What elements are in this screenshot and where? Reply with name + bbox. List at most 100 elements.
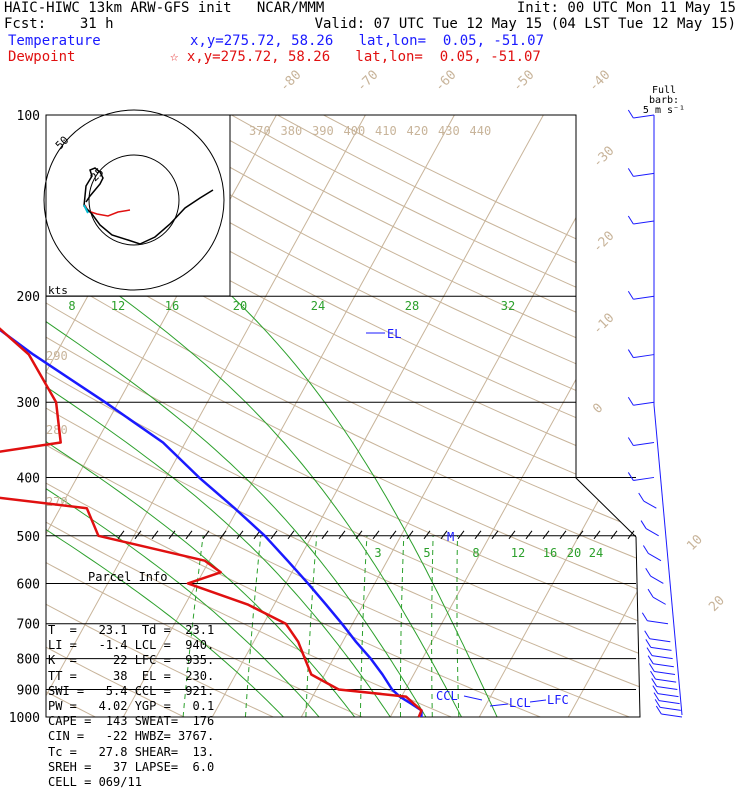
lfc-marker [530, 700, 546, 702]
barb-legend: Full barb: 5 m s⁻¹ [634, 86, 694, 116]
parcel-info-title: Parcel Info [88, 570, 214, 585]
parcel-info-row: CELL = 069/11 [48, 775, 214, 790]
hatch-mark [611, 531, 617, 539]
barb-legend-line1: Full barb: [634, 86, 694, 106]
wind-barb [643, 545, 661, 560]
wind-barb [628, 438, 654, 446]
ccl-label: CCL [436, 689, 458, 703]
isotherm-label: -70 [354, 68, 381, 95]
hatch-mark [475, 531, 481, 539]
forecast-hour: Fcst: 31 h [4, 16, 114, 32]
wind-barb [628, 472, 654, 480]
parcel-info-row: T = 23.1 Td = 23.1 [48, 623, 214, 638]
hatch-mark [458, 531, 464, 539]
moist-adiabat-label: 28 [405, 299, 419, 313]
pressure-tick-label: 200 [17, 290, 40, 305]
pressure-tick-label: 800 [17, 653, 40, 668]
wind-barb [628, 216, 654, 224]
mixing-ratio-label: 24 [589, 546, 603, 560]
barb-legend-line2: 5 m s⁻¹ [634, 106, 694, 116]
isotherm-label: -10 [590, 311, 617, 338]
isotherm-label: 0 [590, 401, 606, 417]
wind-barb [647, 648, 673, 659]
isotherm-label: -20 [590, 229, 617, 256]
theta-label: 390 [312, 124, 334, 138]
hatch-mark [220, 531, 226, 539]
pressure-tick-label: 700 [17, 618, 40, 633]
parcel-info-row: Tc = 27.8 SHEAR= 13. [48, 745, 214, 760]
theta-label: 410 [375, 124, 397, 138]
ccl-marker [464, 696, 482, 700]
hatch-mark [390, 531, 396, 539]
hatch-mark [271, 531, 277, 539]
barb-staff-lower [654, 405, 682, 715]
isotherm-label: 20 [706, 593, 728, 615]
wind-barb [628, 168, 654, 176]
wind-barb [641, 521, 659, 536]
hatch-mark [560, 531, 566, 539]
pressure-tick-label: 400 [17, 471, 40, 486]
m-label: M [447, 530, 454, 544]
hatch-mark [305, 531, 311, 539]
parcel-info-row: CIN = -22 HWBZ= 3767. [48, 729, 214, 744]
hatch-mark [492, 531, 498, 539]
lfc-label: LFC [547, 693, 569, 707]
isotherm-label: -40 [586, 68, 613, 95]
el-label: EL [387, 327, 401, 341]
isotherm-line [390, 115, 721, 717]
hatch-mark [373, 531, 379, 539]
theta-label: 400 [344, 124, 366, 138]
mixing-ratio-label: 8 [472, 546, 479, 560]
wind-barb [628, 350, 654, 358]
valid-time: Valid: 07 UTC Tue 12 May 15 (04 LST Tue … [315, 16, 736, 32]
wind-barb [654, 693, 680, 704]
init-time: Init: 00 UTC Mon 11 May 15 [517, 0, 736, 16]
parcel-info-row: SREH = 37 LAPSE= 6.0 [48, 760, 214, 775]
parcel-info-row: K = 22 LFC = 935. [48, 653, 214, 668]
isotherm-line [657, 115, 740, 717]
isotherm-label: -50 [510, 68, 537, 95]
dewpoint-location: ☆ x,y=275.72, 58.26 lat,lon= 0.05, -51.0… [170, 49, 541, 65]
mixing-ratio-label: 3 [374, 546, 381, 560]
wind-barb [645, 631, 671, 642]
moist-adiabat-label: 12 [111, 299, 125, 313]
isotherm-label: -80 [277, 68, 304, 95]
temperature-location: x,y=275.72, 58.26 lat,lon= 0.05, -51.07 [190, 33, 544, 49]
moist-adiabat-label: 20 [233, 299, 247, 313]
dewpoint-legend: Dewpoint [8, 49, 75, 65]
theta-label: 430 [438, 124, 460, 138]
theta-label-left: 290 [46, 349, 68, 363]
theta-label-left: 280 [46, 423, 68, 437]
theta-label: 380 [281, 124, 303, 138]
wind-barb [639, 493, 657, 508]
wind-barb [646, 568, 664, 583]
hatch-mark [594, 531, 600, 539]
theta-label: 420 [407, 124, 429, 138]
hatch-mark [577, 531, 583, 539]
dry-adiabat-line [231, 115, 740, 717]
parcel-info-row: SWI = 5.4 CCL = 921. [48, 684, 214, 699]
isotherm-label: 10 [684, 532, 706, 554]
isotherm-line [0, 115, 9, 717]
parcel-info-row: LI = -1.4 LCL = 940. [48, 638, 214, 653]
wind-barb [628, 291, 654, 299]
pressure-tick-label: 100 [17, 109, 40, 124]
mixing-ratio-label: 12 [511, 546, 525, 560]
isotherm-line [212, 115, 543, 717]
moist-adiabat-label: 24 [311, 299, 325, 313]
hatch-mark [339, 531, 345, 539]
wind-barb [648, 589, 666, 604]
temperature-legend: Temperature [8, 33, 101, 49]
mixing-ratio-label: 5 [423, 546, 430, 560]
hatch-mark [169, 531, 175, 539]
theta-label: 370 [249, 124, 271, 138]
dry-adiabat-line [185, 115, 740, 717]
pressure-tick-label: 300 [17, 396, 40, 411]
parcel-info-row: PW = 4.02 YGP = 0.1 [48, 699, 214, 714]
theta-label: 440 [470, 124, 492, 138]
wind-barb [642, 613, 668, 624]
isotherm-label: -60 [432, 68, 459, 95]
lcl-marker [490, 704, 508, 706]
